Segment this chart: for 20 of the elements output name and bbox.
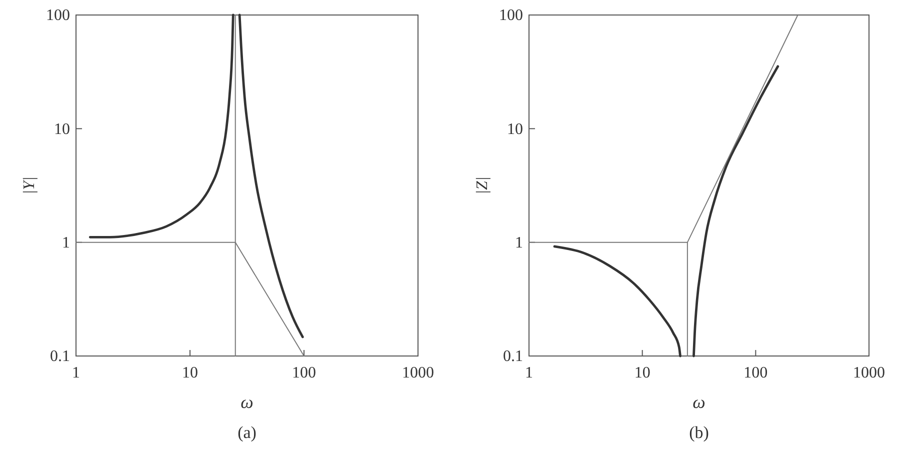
text: (b) (689, 423, 709, 442)
y-tick-label: 0.1 (50, 348, 70, 366)
x-axis-title: ω (692, 392, 706, 412)
y-axis-title: |Y| (21, 176, 38, 194)
x-tick-label: 10 (182, 364, 198, 382)
y-tick-label: 100 (499, 7, 523, 24)
y-tick-label: 1 (62, 234, 70, 252)
x-tick-label: 10 (634, 364, 650, 382)
x-tick-label: 100 (292, 364, 316, 382)
y-axis-title: |Z| (474, 176, 491, 194)
x-tick-label: 100 (744, 364, 768, 382)
x-tick-label: 1000 (402, 364, 434, 382)
y-tick-label: 0.1 (503, 348, 523, 366)
x-axis-title: ω (240, 392, 254, 412)
y-tick-label: 10 (507, 120, 523, 138)
x-tick-label: 1000 (853, 364, 885, 382)
text: (a) (238, 423, 256, 442)
y-tick-label: 1 (515, 234, 523, 252)
y-tick-label: 100 (46, 7, 70, 24)
y-tick-label: 10 (54, 120, 70, 138)
